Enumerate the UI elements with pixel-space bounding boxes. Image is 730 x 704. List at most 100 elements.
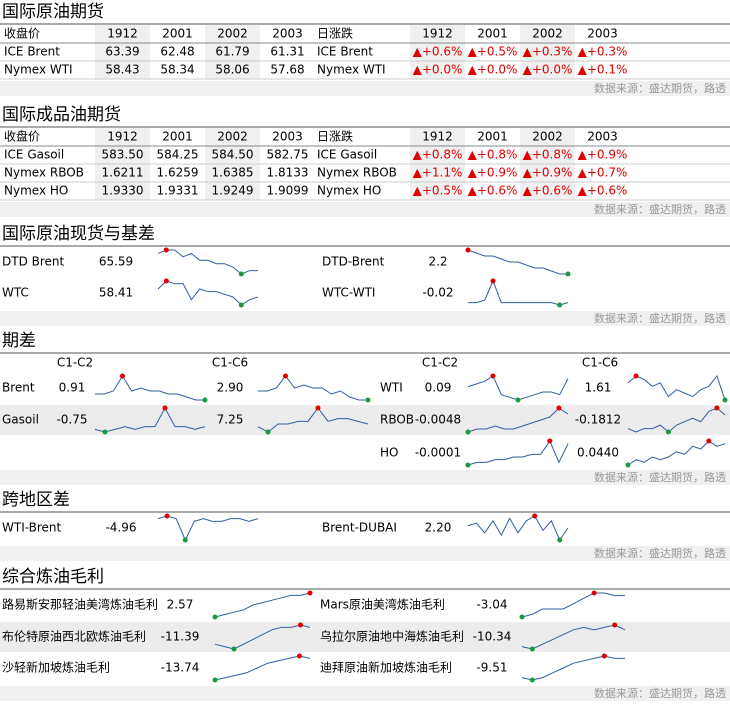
source: 数据来源：盛达期货，路透 bbox=[594, 470, 726, 484]
cell: 61.79 bbox=[215, 45, 249, 59]
value: -0.02 bbox=[422, 286, 453, 300]
cell: 1.9099 bbox=[267, 184, 309, 198]
spark-max bbox=[490, 278, 496, 284]
value: -4.96 bbox=[105, 521, 136, 535]
sparkline bbox=[467, 439, 569, 466]
cell: ▲+0.9% bbox=[468, 166, 518, 180]
source-bar bbox=[0, 686, 730, 701]
cell: Nymex WTI bbox=[317, 63, 386, 77]
spark-max bbox=[283, 373, 288, 379]
cell: ▲+0.8% bbox=[468, 148, 518, 162]
cell: ▲+0.9% bbox=[578, 148, 628, 162]
row-label: WTC-WTI bbox=[322, 286, 375, 300]
value: -11.39 bbox=[161, 630, 200, 644]
sparkline bbox=[214, 592, 311, 618]
cell: 2002 bbox=[217, 130, 248, 144]
spark-min bbox=[202, 397, 208, 403]
source: 数据来源：盛达期货，路透 bbox=[594, 686, 726, 700]
value: 0.09 bbox=[425, 381, 452, 395]
spark-max bbox=[163, 278, 169, 284]
sparkline bbox=[214, 624, 311, 650]
cell: 2003 bbox=[272, 130, 303, 144]
row-label: Gasoil bbox=[2, 413, 39, 427]
value: -0.1812 bbox=[575, 413, 621, 427]
cell: 583.50 bbox=[102, 148, 144, 162]
row-shade bbox=[0, 622, 730, 652]
col-shade bbox=[410, 25, 465, 79]
section-title: 国际原油现货与基差 bbox=[2, 224, 155, 244]
cell: 2002 bbox=[532, 130, 563, 144]
source-bar bbox=[0, 546, 730, 561]
spark-max bbox=[556, 405, 562, 411]
cell: ▲+0.0% bbox=[523, 63, 573, 77]
cell: 61.31 bbox=[270, 45, 304, 59]
value: 2.2 bbox=[428, 255, 447, 269]
spark-min bbox=[529, 677, 535, 683]
source-bar bbox=[0, 311, 730, 326]
cell: 1.9330 bbox=[102, 184, 144, 198]
sparkline bbox=[627, 374, 726, 401]
row-label: 乌拉尔原油地中海炼油毛利 bbox=[320, 629, 464, 644]
spark-min bbox=[182, 537, 188, 543]
sparkline bbox=[521, 655, 625, 681]
sparkline bbox=[467, 515, 569, 542]
value: 7.25 bbox=[217, 413, 244, 427]
row-label: DTD Brent bbox=[2, 255, 65, 269]
value: 2.20 bbox=[425, 521, 452, 535]
spark-min bbox=[665, 429, 671, 435]
cell: 日涨跌 bbox=[317, 26, 353, 41]
spark-max bbox=[601, 653, 607, 659]
cell: 1.9249 bbox=[212, 184, 254, 198]
sparkline bbox=[521, 592, 625, 618]
spark-max bbox=[163, 247, 169, 253]
cell: ICE Brent bbox=[317, 45, 373, 59]
cell: 1912 bbox=[422, 130, 453, 144]
row-label: 沙轻新加坡炼油毛利 bbox=[2, 660, 110, 675]
spark-max bbox=[547, 438, 553, 444]
col-header: C1-C6 bbox=[582, 356, 618, 370]
value: -9.51 bbox=[476, 661, 507, 675]
sparkline bbox=[468, 279, 569, 306]
section-title: 综合炼油毛利 bbox=[2, 567, 104, 587]
spark-min bbox=[565, 271, 571, 277]
cell: 1912 bbox=[107, 130, 138, 144]
sparkline bbox=[258, 375, 368, 401]
spark-max bbox=[490, 373, 496, 379]
sparkline bbox=[467, 249, 568, 275]
cell: 1.8133 bbox=[267, 166, 309, 180]
spark-min bbox=[365, 397, 371, 403]
value: -10.34 bbox=[473, 630, 512, 644]
value: -0.75 bbox=[56, 413, 87, 427]
cell: 62.48 bbox=[160, 45, 194, 59]
section-title: 国际成品油期货 bbox=[2, 105, 121, 125]
row-label: 迪拜原油新加坡炼油毛利 bbox=[320, 660, 452, 675]
spark-min bbox=[515, 397, 521, 403]
section-title: 跨地区差 bbox=[2, 490, 70, 510]
spark-max bbox=[296, 653, 302, 659]
sparkline bbox=[157, 515, 259, 542]
spark-min bbox=[625, 462, 631, 468]
spark-max bbox=[162, 405, 168, 411]
row-label: WTI bbox=[380, 381, 403, 395]
section-title: 国际原油期货 bbox=[2, 2, 104, 22]
row-label: HO bbox=[380, 446, 398, 460]
value: -0.0048 bbox=[415, 413, 461, 427]
cell: 582.75 bbox=[267, 148, 309, 162]
value: 0.0440 bbox=[577, 446, 619, 460]
cell: ▲+0.8% bbox=[523, 148, 573, 162]
cell: ▲+0.0% bbox=[468, 63, 518, 77]
spark-min bbox=[212, 677, 218, 683]
spark-min bbox=[265, 429, 271, 435]
sparkline bbox=[467, 375, 569, 401]
cell: 2001 bbox=[477, 130, 508, 144]
row-label: 路易斯安那轻油美湾炼油毛利 bbox=[2, 597, 158, 612]
cell: 1.6211 bbox=[102, 166, 144, 180]
cell: 2003 bbox=[272, 27, 303, 41]
cell: ▲+0.7% bbox=[578, 166, 628, 180]
spark-min bbox=[102, 429, 108, 435]
spark-max bbox=[298, 622, 303, 628]
sparkline bbox=[521, 624, 626, 650]
cell: ▲+0.8% bbox=[413, 148, 463, 162]
spark-max bbox=[465, 247, 471, 253]
